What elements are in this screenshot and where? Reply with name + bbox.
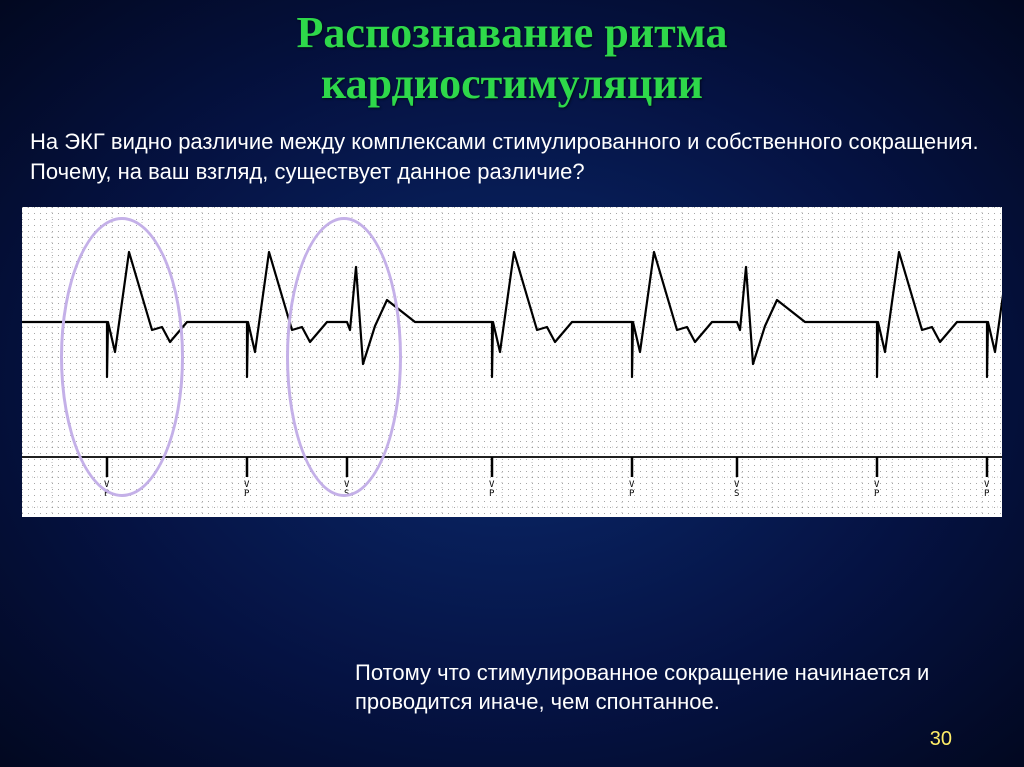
svg-text:S: S xyxy=(734,489,739,499)
svg-text:P: P xyxy=(489,489,495,499)
svg-text:P: P xyxy=(244,489,250,499)
svg-text:P: P xyxy=(874,489,880,499)
svg-text:P: P xyxy=(629,489,635,499)
title-line-1: Распознавание ритма xyxy=(297,8,728,57)
slide-number: 30 xyxy=(930,728,952,751)
svg-text:P: P xyxy=(984,489,990,499)
ecg-svg: VPVPVSVPVPVSVPVP xyxy=(22,207,1002,517)
answer-text: Потому что стимулированное сокращение на… xyxy=(355,658,964,717)
ecg-strip: VPVPVSVPVPVSVPVP xyxy=(22,207,1002,517)
svg-text:P: P xyxy=(104,489,110,499)
svg-text:S: S xyxy=(344,489,349,499)
question-text: На ЭКГ видно различие между комплексами … xyxy=(0,109,1024,196)
slide-title: Распознавание ритма кардиостимуляции xyxy=(0,0,1024,109)
title-line-2: кардиостимуляции xyxy=(321,59,703,108)
